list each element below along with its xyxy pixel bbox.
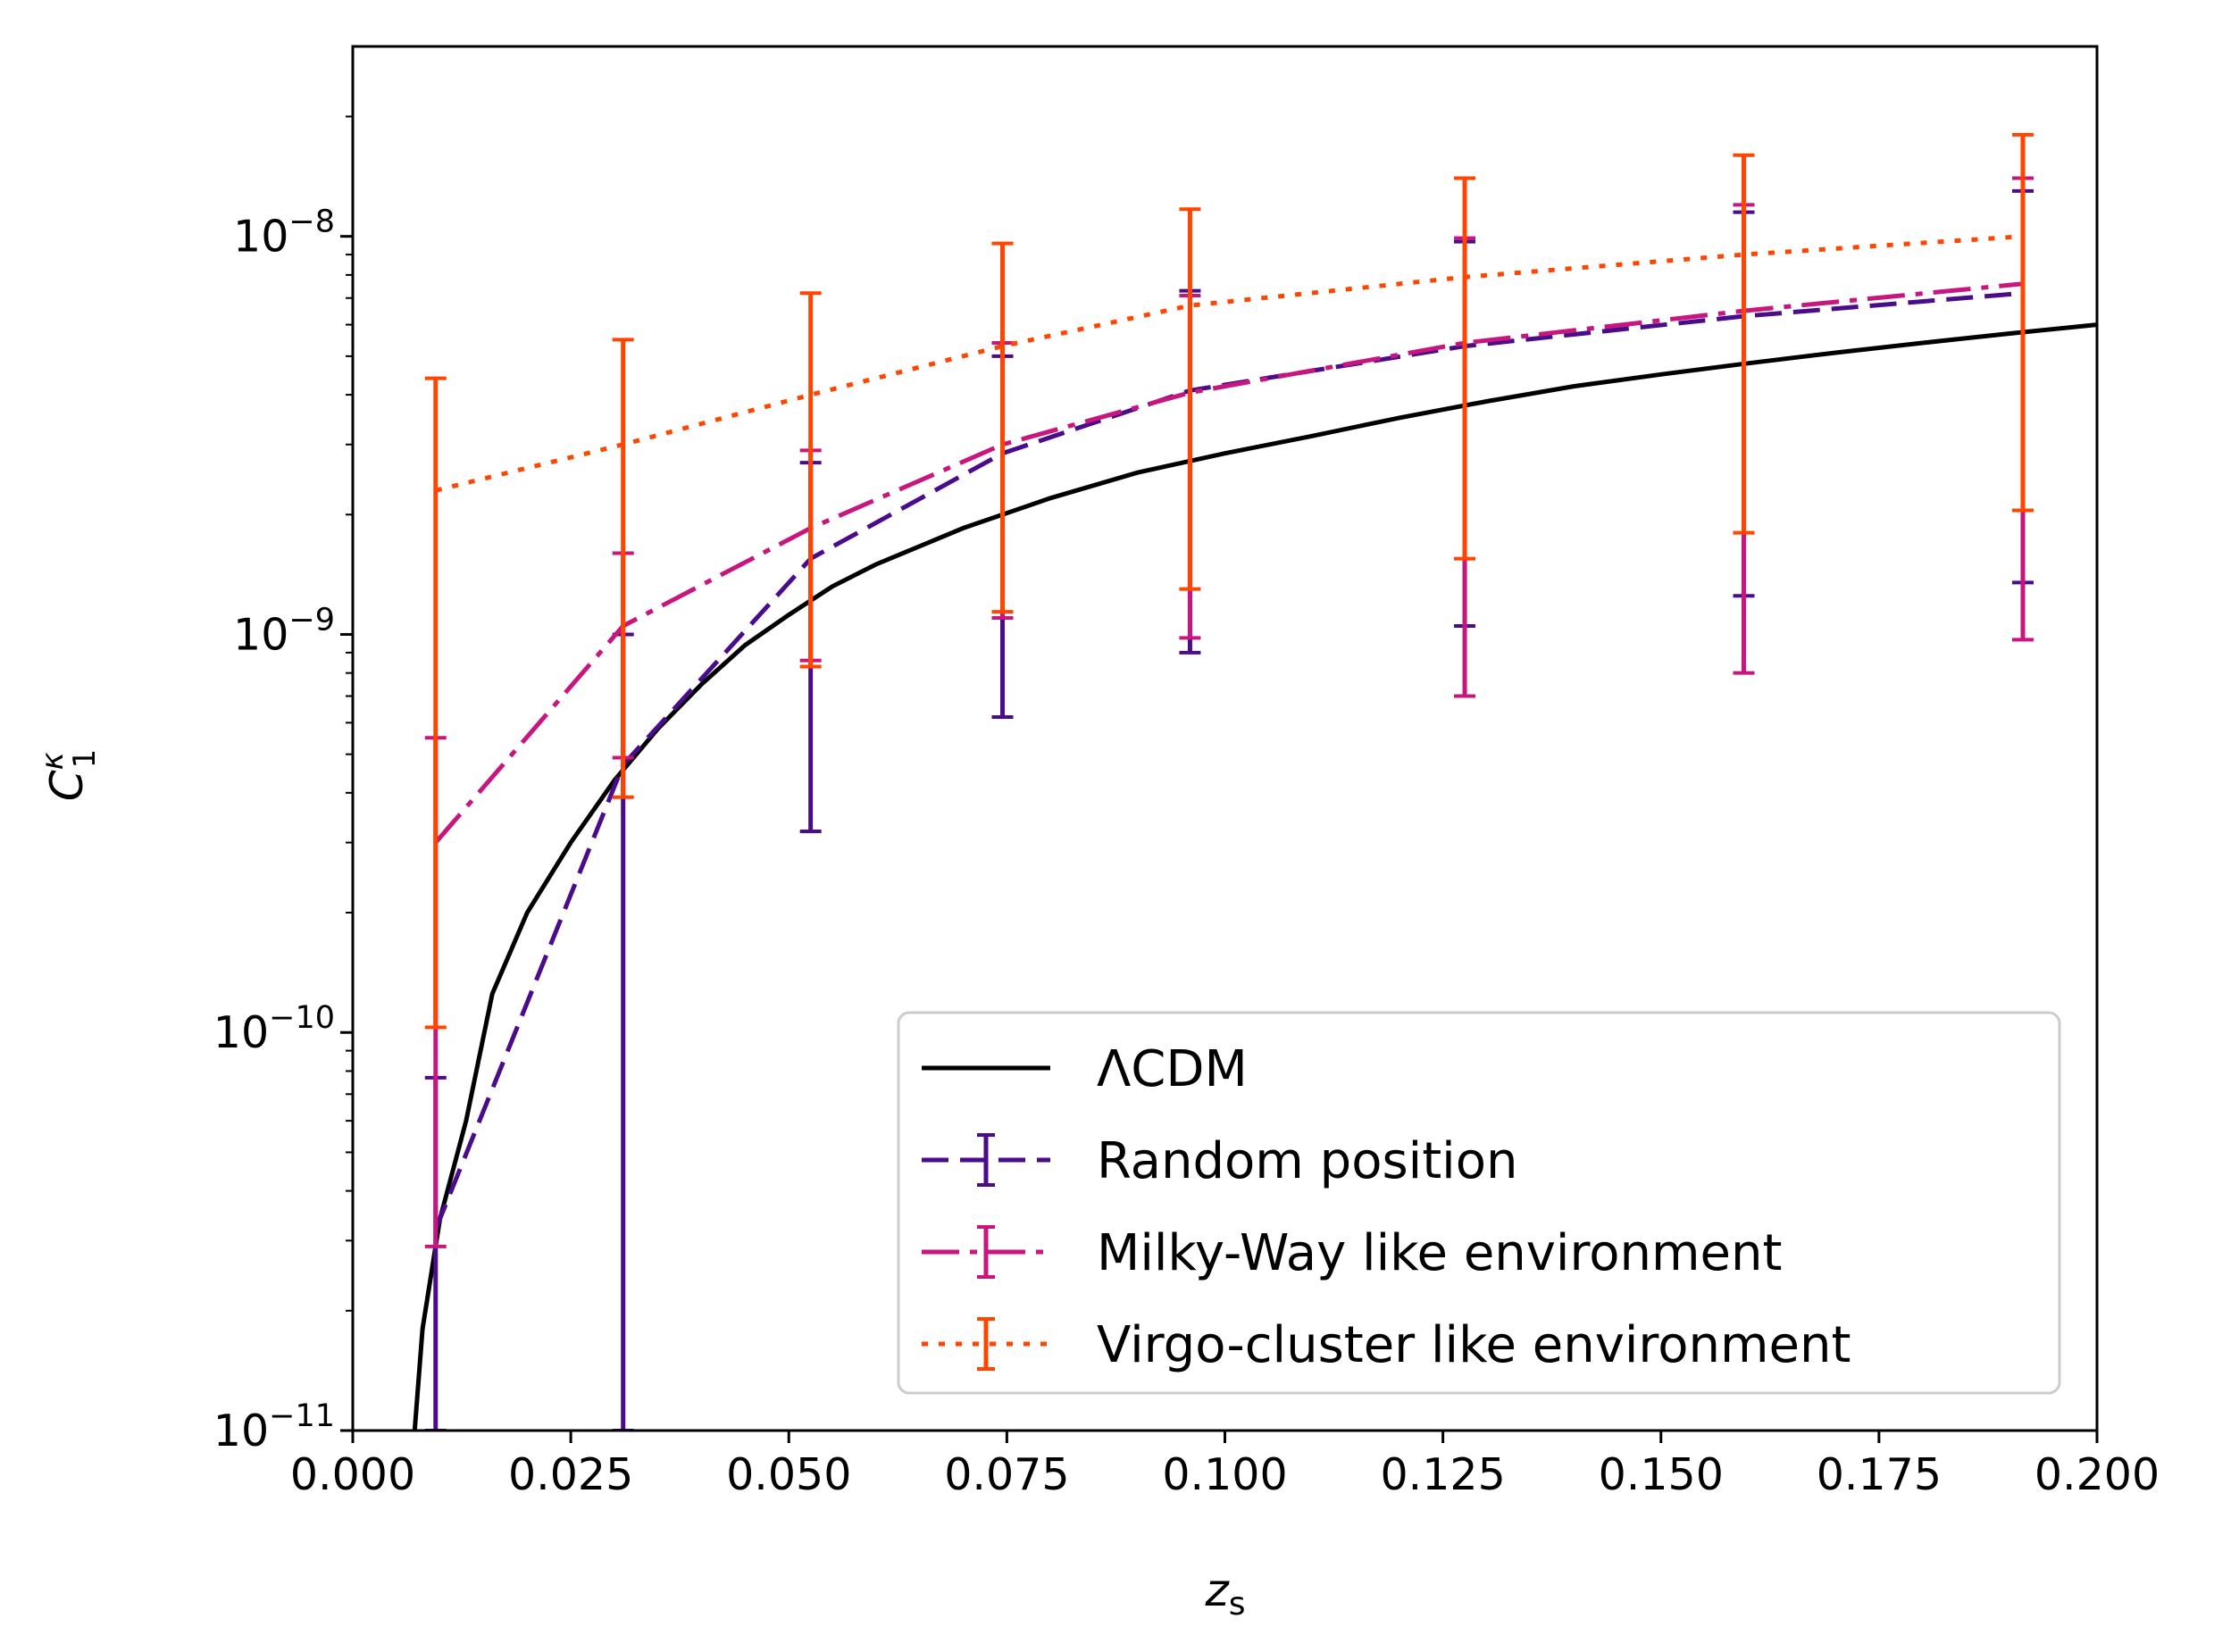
y-tick-label-base: 10: [233, 212, 288, 263]
x-tick-label: 0.200: [2034, 1449, 2160, 1500]
x-axis-title: zs: [1204, 1564, 1245, 1623]
y-tick-label: 10−8: [233, 204, 335, 263]
series-0: [412, 322, 2097, 1431]
series-line: [412, 322, 2097, 1431]
series-line: [433, 290, 2024, 1231]
series-layer: [412, 132, 2097, 1431]
y-axis-title-group: Cκ1: [35, 749, 103, 802]
y-axis-title-main: C: [41, 770, 93, 801]
legend-frame: [897, 1011, 2061, 1395]
legend: ΛCDM Random position Milky-Way like enviro…: [897, 1011, 2061, 1395]
legend-label: Milky-Way like environment: [1097, 1224, 1782, 1282]
x-axis-title-main: z: [1204, 1564, 1230, 1616]
y-tick-label-base: 10: [213, 1406, 269, 1456]
y-tick-label: 10−10: [213, 1000, 335, 1058]
legend-label: Random position: [1097, 1132, 1517, 1190]
legend-label: Virgo-cluster like environment: [1097, 1316, 1851, 1374]
y-axis-title: Cκ1: [35, 749, 103, 802]
y-axis-title-sub: 1: [67, 749, 103, 769]
legend-label: ΛCDM: [1097, 1040, 1248, 1098]
y-tick-label: 10−9: [233, 602, 335, 660]
x-tick-label: 0.075: [944, 1449, 1069, 1500]
x-tick-label: 0.100: [1162, 1449, 1287, 1500]
x-tick-label: 0.125: [1380, 1449, 1505, 1500]
x-axis-title-sub: s: [1229, 1586, 1246, 1623]
series-line: [435, 234, 2024, 493]
x-tick-label: 0.025: [508, 1449, 633, 1500]
y-tick-label-exponent: −11: [269, 1398, 335, 1434]
y-tick-label-base: 10: [233, 609, 288, 660]
y-tick-label-exponent: −8: [288, 204, 335, 240]
x-tick-label: 0.000: [290, 1449, 415, 1500]
y-tick-label-exponent: −10: [269, 1000, 335, 1036]
series-line: [433, 281, 2024, 845]
series-3: [424, 132, 2034, 1030]
y-tick-label: 10−11: [213, 1398, 335, 1456]
y-tick-label-exponent: −9: [288, 602, 335, 638]
y-tick-label-base: 10: [213, 1007, 269, 1058]
x-tick-label: 0.050: [726, 1449, 851, 1500]
x-tick-label: 0.175: [1817, 1449, 1942, 1500]
x-tick-label: 0.150: [1599, 1449, 1724, 1500]
y-axis-title-sup: κ: [35, 752, 71, 770]
x-axis: 0.000 0.025 0.050 0.075 0.100 0.125 0.150 0.175…: [290, 1431, 2160, 1500]
